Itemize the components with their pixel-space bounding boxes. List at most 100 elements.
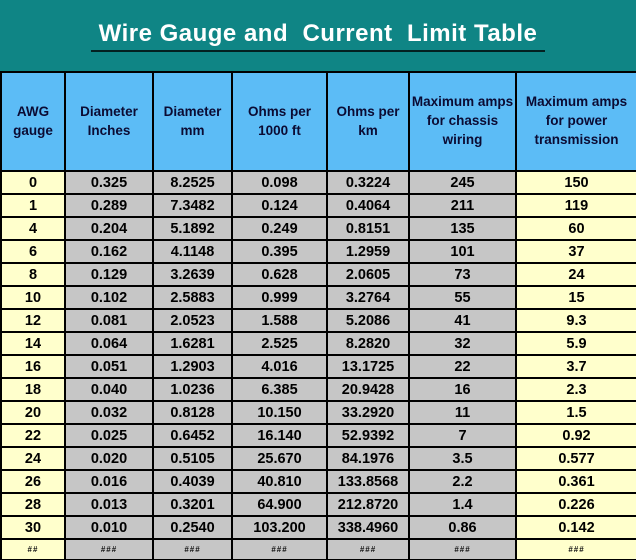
header-diameter-inches: Diameter Inches <box>64 71 154 172</box>
table-cell: 245 <box>408 170 517 195</box>
table-cell: 12 <box>0 308 66 333</box>
table-cell: 135 <box>408 216 517 241</box>
table-cell: 60 <box>515 216 636 241</box>
table-cell: 0.361 <box>515 469 636 494</box>
header-diameter-mm: Diameter mm <box>152 71 233 172</box>
table-cell: 0.6452 <box>152 423 233 448</box>
table-cell: 4.1148 <box>152 239 233 264</box>
table-cell: 1.4 <box>408 492 517 517</box>
table-cell: 7.3482 <box>152 193 233 218</box>
table-cell: 55 <box>408 285 517 310</box>
table-cell: 1.6281 <box>152 331 233 356</box>
table-cell: 150 <box>515 170 636 195</box>
table-cell: 133.8568 <box>326 469 410 494</box>
table-cell: 5.9 <box>515 331 636 356</box>
table-cell: 73 <box>408 262 517 287</box>
table-cell: 2.5883 <box>152 285 233 310</box>
table-cell: 64.900 <box>231 492 328 517</box>
table-cell: 0.102 <box>64 285 154 310</box>
table-row: 6 0.162 4.1148 0.395 1.2959 101 37 <box>0 239 636 264</box>
table-cell: 2.2 <box>408 469 517 494</box>
table-cell: 1.2903 <box>152 354 233 379</box>
header-awg-gauge: AWG gauge <box>0 71 66 172</box>
table-cell: 0.142 <box>515 515 636 540</box>
table-cell: 0.124 <box>231 193 328 218</box>
table-cell: 52.9392 <box>326 423 410 448</box>
footer-mark-cell: ### <box>515 538 636 560</box>
table-cell: 0.016 <box>64 469 154 494</box>
footer-mark-cell: ### <box>231 538 328 560</box>
table-cell: 103.200 <box>231 515 328 540</box>
table-cell: 0.86 <box>408 515 517 540</box>
table-cell: 0.098 <box>231 170 328 195</box>
table-row: 24 0.020 0.5105 25.670 84.1976 3.5 0.577 <box>0 446 636 471</box>
table-row: 8 0.129 3.2639 0.628 2.0605 73 24 <box>0 262 636 287</box>
table-cell: 25.670 <box>231 446 328 471</box>
table-cell: 10.150 <box>231 400 328 425</box>
table-cell: 0.325 <box>64 170 154 195</box>
table-cell: 0.8128 <box>152 400 233 425</box>
table-cell: 30 <box>0 515 66 540</box>
table-cell: 0.628 <box>231 262 328 287</box>
header-max-amps-power: Maximum amps for power transmission <box>515 71 636 172</box>
table-row: 14 0.064 1.6281 2.525 8.2820 32 5.9 <box>0 331 636 356</box>
table-cell: 6.385 <box>231 377 328 402</box>
header-row: AWG gauge Diameter Inches Diameter mm Oh… <box>0 71 636 172</box>
table-cell: 28 <box>0 492 66 517</box>
table-cell: 5.2086 <box>326 308 410 333</box>
table-cell: 0.92 <box>515 423 636 448</box>
table-cell: 0.020 <box>64 446 154 471</box>
table-cell: 9.3 <box>515 308 636 333</box>
table-cell: 0.577 <box>515 446 636 471</box>
table-cell: 0.129 <box>64 262 154 287</box>
footer-mark-cell: ### <box>152 538 233 560</box>
table-cell: 0.010 <box>64 515 154 540</box>
table-cell: 22 <box>0 423 66 448</box>
table-cell: 32 <box>408 331 517 356</box>
table-row: 28 0.013 0.3201 64.900 212.8720 1.4 0.226 <box>0 492 636 517</box>
table-cell: 0.2540 <box>152 515 233 540</box>
table-cell: 0.013 <box>64 492 154 517</box>
wire-gauge-table: AWG gauge Diameter Inches Diameter mm Oh… <box>0 71 636 560</box>
table-cell: 1.588 <box>231 308 328 333</box>
table-cell: 4 <box>0 216 66 241</box>
table-cell: 0.051 <box>64 354 154 379</box>
table-row: 18 0.040 1.0236 6.385 20.9428 16 2.3 <box>0 377 636 402</box>
table-cell: 0.8151 <box>326 216 410 241</box>
table-cell: 338.4960 <box>326 515 410 540</box>
table-cell: 0.3224 <box>326 170 410 195</box>
table-cell: 11 <box>408 400 517 425</box>
table-cell: 0.395 <box>231 239 328 264</box>
footer-mark-cell: ### <box>64 538 154 560</box>
footer-mark-cell: ## <box>0 538 66 560</box>
table-cell: 24 <box>0 446 66 471</box>
table-body: 0 0.325 8.2525 0.098 0.3224 245 150 1 0.289 7.348… <box>0 170 636 560</box>
table-cell: 37 <box>515 239 636 264</box>
footer-marks-row: ## ### ### ### ### ### ### <box>0 538 636 560</box>
table-cell: 3.2639 <box>152 262 233 287</box>
table-cell: 2.525 <box>231 331 328 356</box>
table-cell: 16 <box>408 377 517 402</box>
table-cell: 5.1892 <box>152 216 233 241</box>
table-cell: 15 <box>515 285 636 310</box>
table-cell: 16.140 <box>231 423 328 448</box>
table-cell: 14 <box>0 331 66 356</box>
table-cell: 1.0236 <box>152 377 233 402</box>
table-cell: 0.162 <box>64 239 154 264</box>
table-cell: 26 <box>0 469 66 494</box>
table-row: 20 0.032 0.8128 10.150 33.2920 11 1.5 <box>0 400 636 425</box>
table-cell: 84.1976 <box>326 446 410 471</box>
table-cell: 211 <box>408 193 517 218</box>
table-cell: 0.999 <box>231 285 328 310</box>
table-cell: 3.7 <box>515 354 636 379</box>
table-cell: 0.289 <box>64 193 154 218</box>
footer-mark-cell: ### <box>408 538 517 560</box>
table-cell: 13.1725 <box>326 354 410 379</box>
table-cell: 0.249 <box>231 216 328 241</box>
table-cell: 101 <box>408 239 517 264</box>
table-cell: 24 <box>515 262 636 287</box>
table-cell: 6 <box>0 239 66 264</box>
table-row: 26 0.016 0.4039 40.810 133.8568 2.2 0.361 <box>0 469 636 494</box>
table-cell: 2.0523 <box>152 308 233 333</box>
